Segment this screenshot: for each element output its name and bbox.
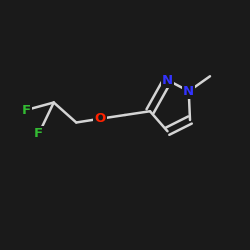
Text: N: N [183,85,194,98]
Text: O: O [94,112,106,125]
Text: N: N [162,74,173,86]
Text: F: F [22,104,31,117]
Text: F: F [34,127,43,140]
